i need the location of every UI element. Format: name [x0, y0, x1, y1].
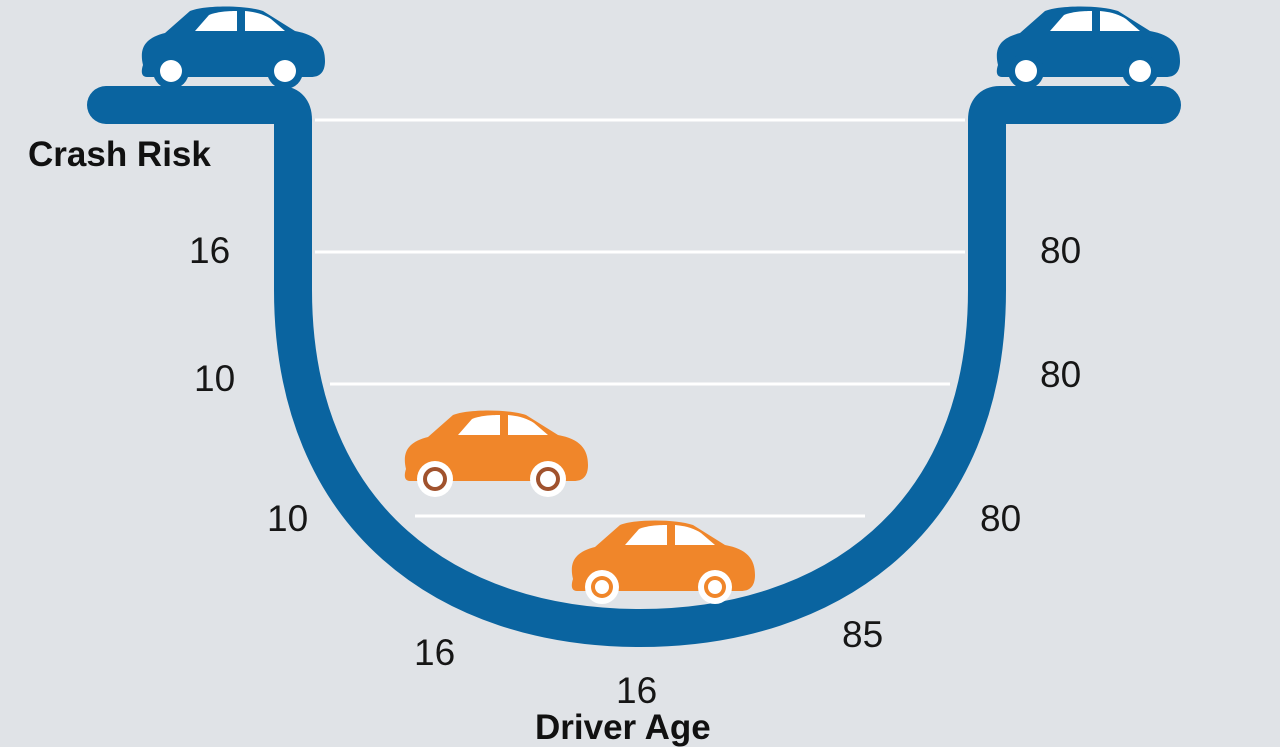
bottom-label: 16: [616, 670, 658, 711]
x-axis-title: Driver Age: [535, 708, 711, 747]
left-label: 16: [414, 632, 456, 673]
left-label: 10: [194, 358, 236, 399]
gridlines: [315, 118, 965, 518]
car-icon: [141, 6, 325, 89]
u-track: [87, 86, 1181, 648]
car-icon: [996, 6, 1180, 89]
left-label: 10: [267, 498, 309, 539]
car-icon: [571, 520, 755, 604]
u-curve-diagram: [87, 6, 1181, 648]
right-label: 80: [980, 498, 1022, 539]
left-label: 16: [189, 230, 231, 271]
right-label: 80: [1040, 230, 1082, 271]
right-label: 80: [1040, 354, 1082, 395]
right-label: 85: [842, 614, 884, 655]
y-axis-title: Crash Risk: [28, 135, 211, 174]
car-icon: [404, 410, 588, 497]
